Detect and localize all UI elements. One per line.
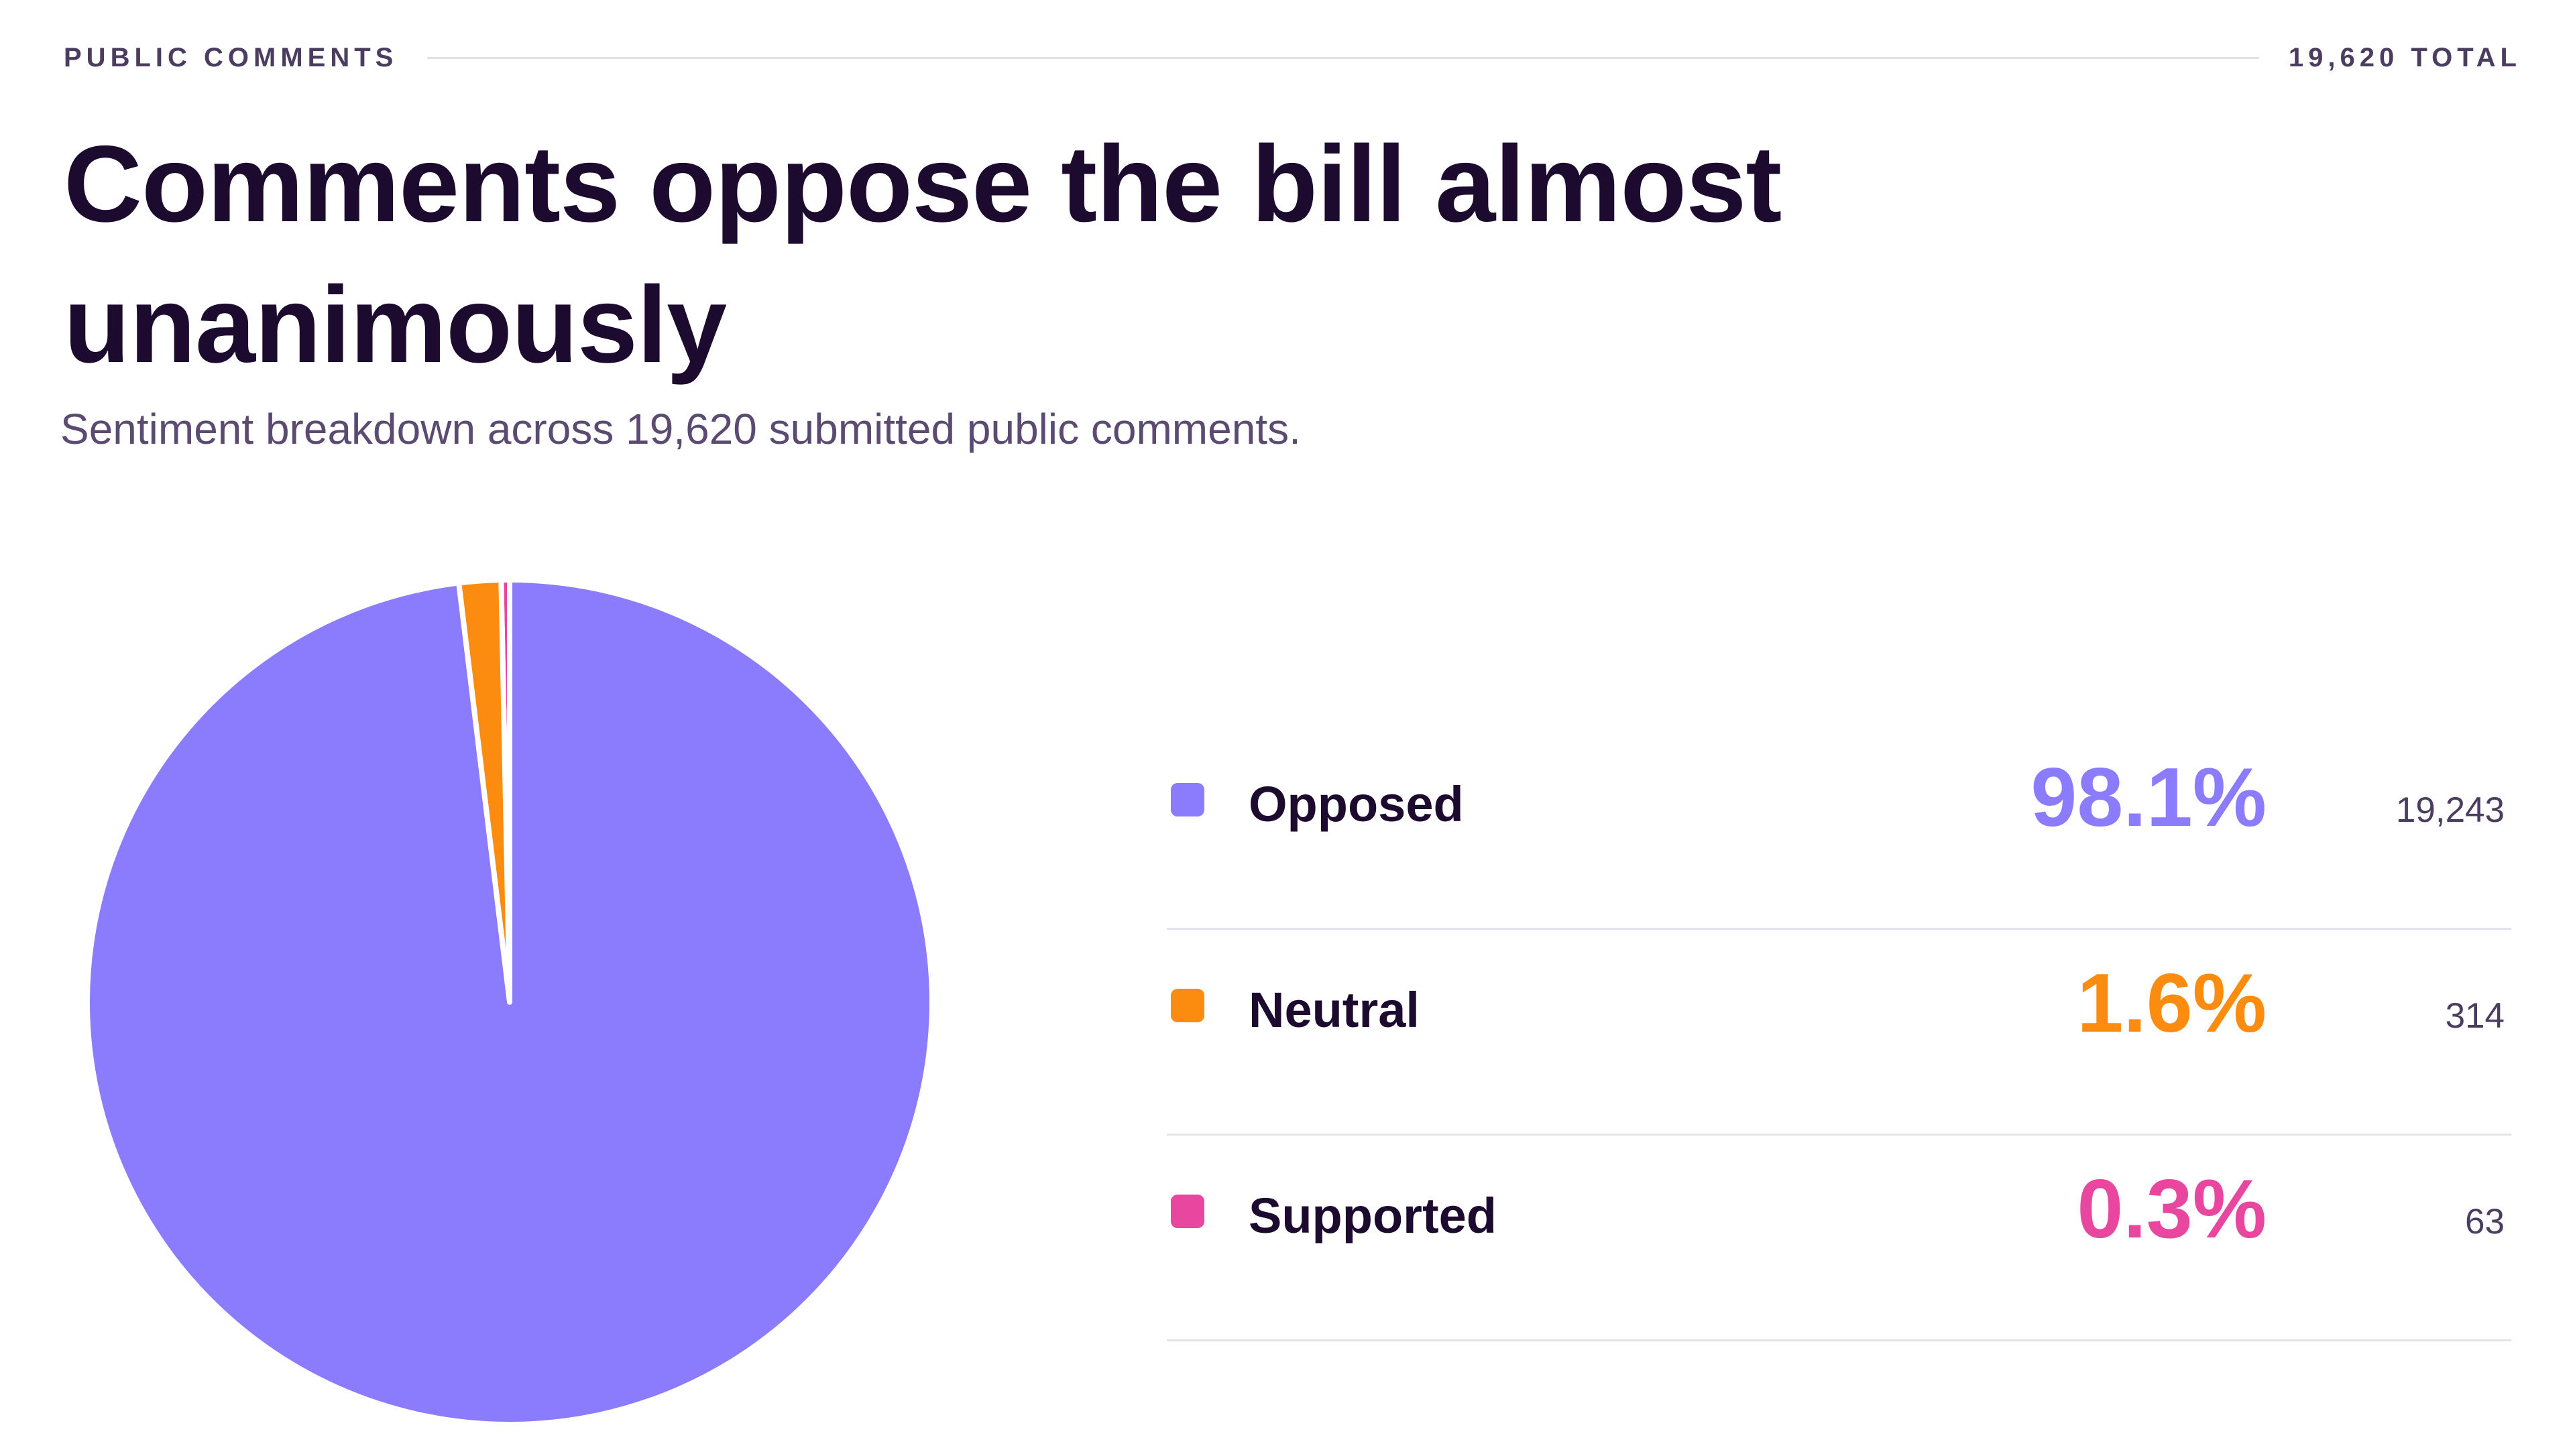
chart-subtitle: Sentiment breakdown across 19,620 submit… [60,405,1301,453]
pie-slice-opposed [84,577,935,1427]
pie-chart [84,577,935,1427]
legend-count: 63 [2465,1202,2505,1241]
total-count: 19,620 TOTAL [2288,42,2521,72]
legend-count: 19,243 [2395,790,2505,830]
legend-count: 314 [2445,996,2505,1036]
legend-row-supported: Supported 0.3% 63 [1167,1136,2511,1341]
legend-label: Neutral [1249,982,1420,1038]
legend-row-opposed: Opposed 98.1% 19,243 [1167,724,2511,930]
legend-swatch-supported [1171,1195,1204,1228]
legend-label: Supported [1249,1188,1497,1243]
legend-label: Opposed [1249,776,1464,832]
legend-row-neutral: Neutral 1.6% 314 [1167,930,2511,1136]
legend-swatch-neutral [1171,989,1204,1022]
chart-title: Comments oppose the bill almost unanimou… [64,123,1782,385]
legend-swatch-opposed [1171,783,1204,816]
legend-percent: 1.6% [2077,957,2267,1050]
legend: Opposed 98.1% 19,243 Neutral 1.6% 314 Su… [1167,724,2511,1341]
header-divider [427,56,2259,59]
header-bar: PUBLIC COMMENTS 19,620 TOTAL [64,39,2521,76]
section-kicker: PUBLIC COMMENTS [64,42,398,72]
legend-percent: 98.1% [2030,751,2267,844]
legend-percent: 0.3% [2077,1163,2267,1256]
